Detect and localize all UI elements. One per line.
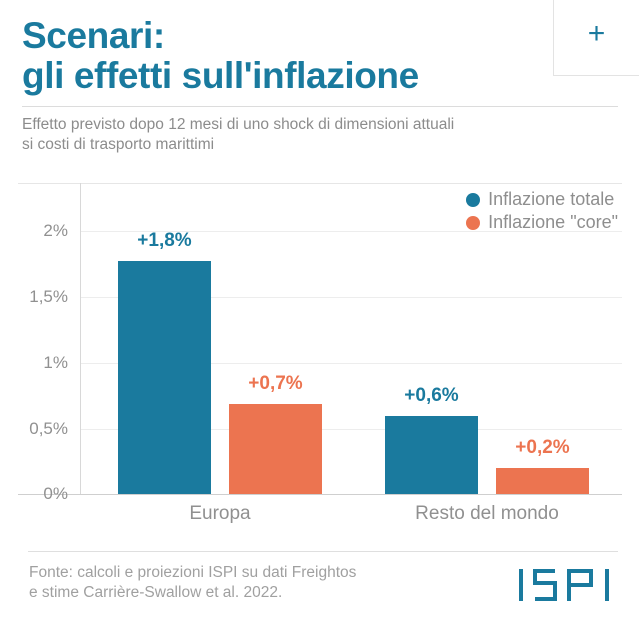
category-label-resto-del-mondo: Resto del mondo (415, 503, 559, 524)
legend-item-inflazione-totale[interactable]: Inflazione totale (466, 189, 618, 210)
source-note: Fonte: calcoli e proiezioni ISPI su dati… (29, 564, 357, 602)
legend-dot-icon (466, 215, 481, 230)
bar-label-resto-totale: +0,6% (404, 385, 459, 406)
legend-dot-icon (466, 192, 481, 207)
chart-top-border (18, 183, 622, 184)
gridline (81, 363, 622, 364)
y-tick-label: 1% (43, 353, 68, 372)
y-tick-label: 0% (43, 484, 68, 503)
y-tick-label: 1,5% (29, 287, 68, 306)
bar-europa-totale[interactable] (118, 261, 211, 494)
bar-resto-totale[interactable] (385, 416, 478, 494)
chart-subtitle: Effetto previsto dopo 12 mesi di uno sho… (22, 115, 455, 153)
plot-area: +1,8% +0,7% +0,6% +0,2% Europa Resto del… (81, 183, 622, 524)
gridline (81, 297, 622, 298)
chart-footer: Fonte: calcoli e proiezioni ISPI su dati… (29, 563, 619, 610)
gridline (81, 231, 622, 232)
bar-europa-core[interactable] (229, 404, 322, 494)
title-divider (22, 105, 618, 107)
legend-item-inflazione-core[interactable]: Inflazione "core" (466, 212, 618, 233)
bar-label-resto-core: +0,2% (515, 437, 570, 458)
bar-label-europa-core: +0,7% (248, 373, 303, 394)
gridline (81, 429, 622, 430)
bar-label-europa-totale: +1,8% (137, 230, 192, 251)
footer-divider (28, 551, 618, 552)
y-axis-labels: 2% 1,5% 1% 0,5% 0% (0, 183, 74, 503)
page-title: Scenari: gli effetti sull'inflazione (22, 15, 419, 96)
x-axis-line (18, 494, 622, 495)
chart-header: Scenari: gli effetti sull'inflazione Eff… (0, 0, 640, 155)
y-tick-label: 0,5% (29, 419, 68, 438)
legend-label: Inflazione totale (488, 189, 615, 209)
ispi-logo (517, 565, 613, 610)
legend: Inflazione totale Inflazione "core" (466, 189, 618, 235)
bar-resto-core[interactable] (496, 468, 589, 494)
legend-label: Inflazione "core" (488, 212, 618, 232)
category-label-europa: Europa (189, 503, 251, 524)
add-button[interactable]: + (553, 0, 639, 76)
y-tick-label: 2% (43, 221, 68, 240)
bar-chart: 2% 1,5% 1% 0,5% 0% +1,8% +0,7% +0,6% +0,… (0, 183, 640, 538)
y-axis-line (80, 183, 81, 495)
plus-icon: + (587, 16, 606, 50)
